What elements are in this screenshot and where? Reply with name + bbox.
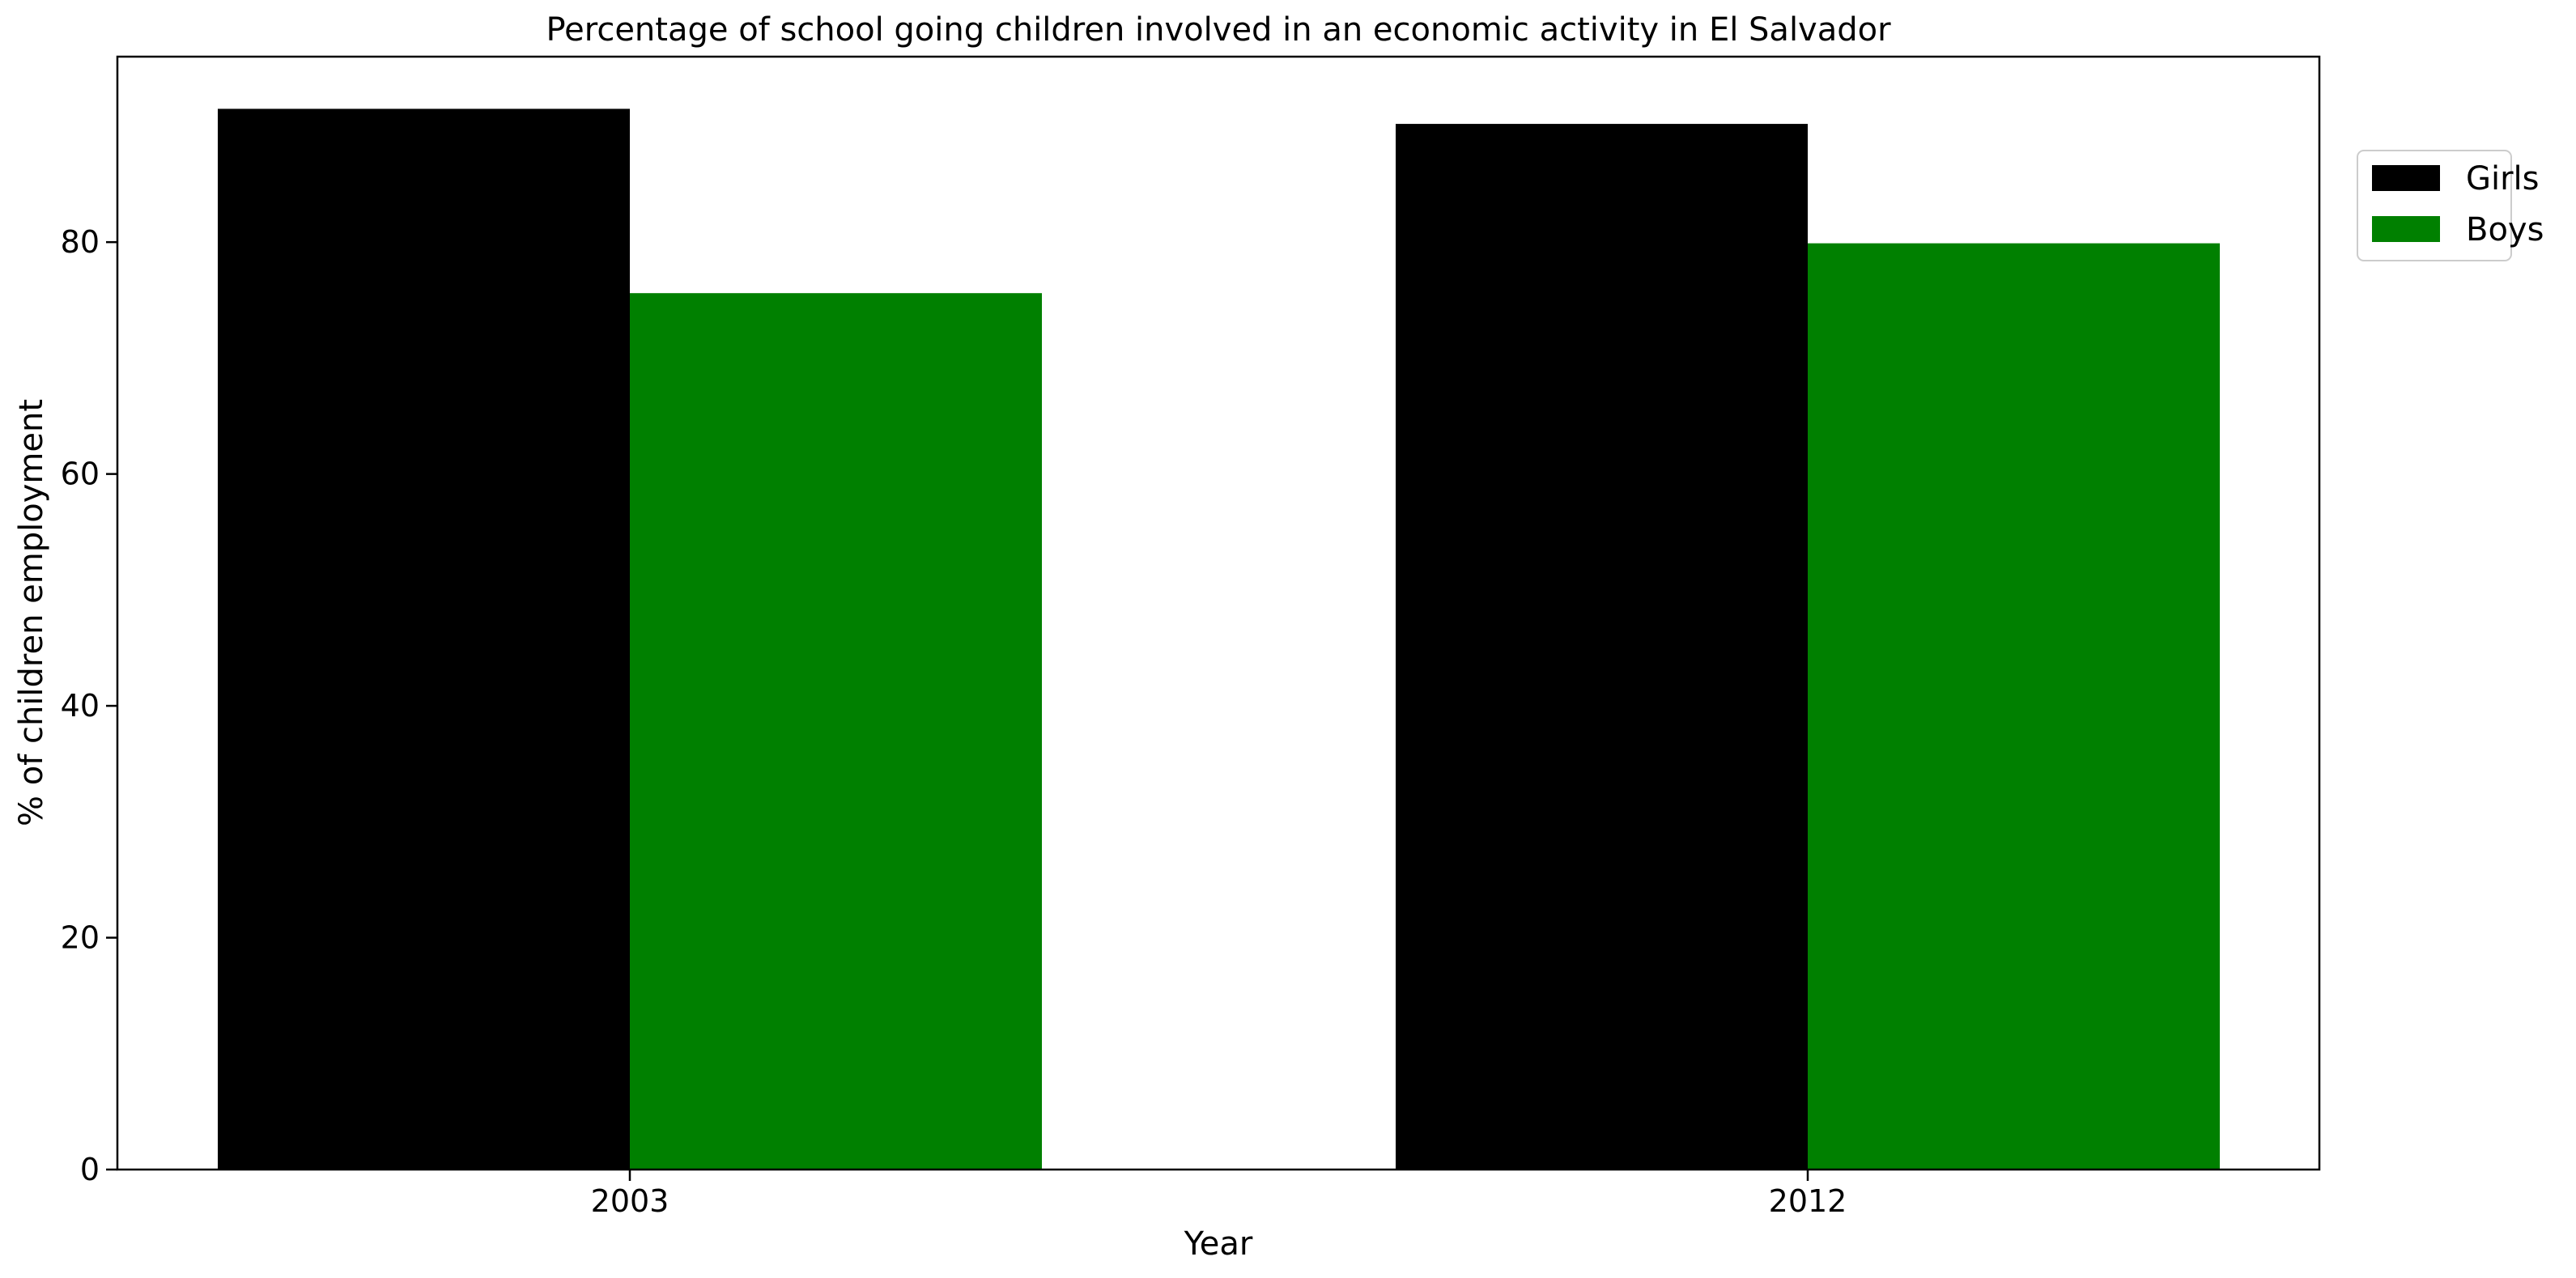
legend-swatch-girls (2372, 165, 2440, 191)
bar-boys-2012 (1808, 243, 2220, 1170)
bar-boys-2003 (630, 293, 1042, 1170)
legend-label-boys: Boys (2466, 211, 2544, 248)
y-axis: 0 20 40 60 80 (61, 224, 117, 1187)
legend-swatch-boys (2372, 216, 2440, 242)
plot-area-frame (116, 55, 2321, 1171)
bar-girls-2003 (218, 108, 630, 1170)
legend: Girls Boys (2357, 150, 2544, 261)
x-axis-label: Year (1184, 1225, 1253, 1263)
x-axis: 2003 2012 (591, 1170, 1847, 1219)
y-axis-label: % of children employment (13, 399, 50, 826)
y-tick-label: 0 (80, 1152, 100, 1187)
bars-layer (218, 108, 2220, 1170)
bar-girls-2012 (1396, 124, 1808, 1170)
x-tick-label: 2012 (1769, 1183, 1847, 1219)
legend-label-girls: Girls (2466, 160, 2540, 197)
y-tick-label: 80 (61, 224, 100, 260)
x-tick-label: 2003 (591, 1183, 670, 1219)
y-tick-label: 60 (61, 456, 100, 492)
chart-title: Percentage of school going children invo… (546, 11, 1891, 49)
y-tick-label: 20 (61, 920, 100, 956)
y-tick-label: 40 (61, 688, 100, 724)
